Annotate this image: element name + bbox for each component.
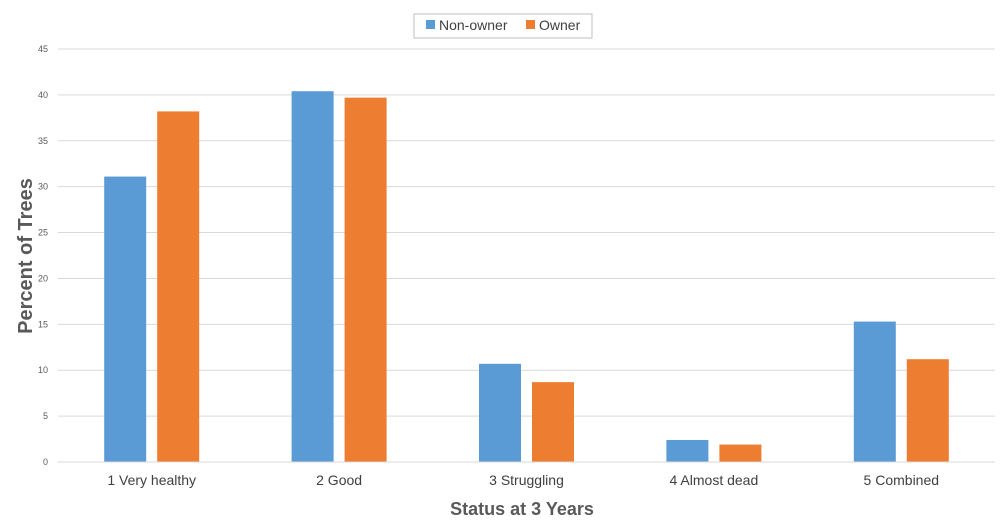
bar-non-owner-5 <box>853 321 896 462</box>
x-category-label: 3 Struggling <box>489 472 564 488</box>
gridlines <box>58 48 995 417</box>
y-tick-label: 40 <box>38 90 48 100</box>
y-tick-label: 15 <box>38 319 48 329</box>
legend: Non-owner Owner <box>413 13 593 39</box>
legend-swatch-non-owner <box>426 20 435 29</box>
y-tick-label: 0 <box>43 457 48 467</box>
y-tick-label: 45 <box>38 44 48 54</box>
bars <box>104 91 949 463</box>
y-axis-ticks: 0 5 10 15 20 25 30 35 40 45 <box>38 44 48 467</box>
x-axis-categories: 1 Very healthy 2 Good 3 Struggling 4 Almost… <box>107 472 939 488</box>
bar-owner-5 <box>906 359 949 462</box>
y-tick-label: 20 <box>38 273 48 283</box>
bar-owner-2 <box>344 97 387 463</box>
x-category-label: 5 Combined <box>864 472 940 488</box>
bar-owner-4 <box>719 444 762 462</box>
bar-non-owner-3 <box>479 363 521 462</box>
bar-owner-3 <box>532 382 574 462</box>
y-tick-label: 5 <box>43 411 48 421</box>
bar-non-owner-4 <box>666 439 709 462</box>
x-category-label: 1 Very healthy <box>107 472 196 488</box>
x-category-label: 4 Almost dead <box>670 472 759 488</box>
bar-owner-1 <box>157 111 200 463</box>
bar-non-owner-1 <box>104 176 147 462</box>
legend-label-owner: Owner <box>539 17 581 33</box>
legend-box <box>413 13 593 39</box>
bar-non-owner-2 <box>291 91 334 463</box>
y-tick-label: 25 <box>38 228 48 238</box>
legend-label-non-owner: Non-owner <box>439 17 508 33</box>
y-tick-label: 30 <box>38 182 48 192</box>
x-category-label: 2 Good <box>316 472 362 488</box>
y-axis-title: Percent of Trees <box>15 178 37 334</box>
legend-swatch-owner <box>526 20 535 29</box>
y-tick-label: 10 <box>38 365 48 375</box>
x-axis-title: Status at 3 Years <box>450 499 594 519</box>
y-tick-label: 35 <box>38 136 48 146</box>
